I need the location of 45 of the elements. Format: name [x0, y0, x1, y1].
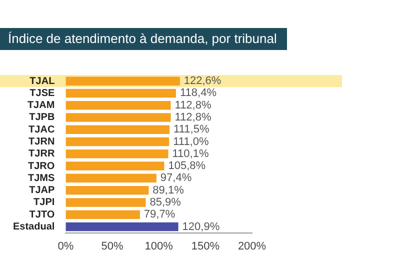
y-tick-label: TJSE [30, 88, 56, 99]
data-label: 79,7% [144, 208, 176, 221]
data-label: 122,6% [184, 75, 222, 88]
bar [66, 198, 146, 207]
y-tick-label: TJAC [28, 124, 55, 136]
bar [66, 162, 164, 170]
y-tick-label: TJAP [29, 185, 56, 196]
bar [66, 210, 140, 219]
x-tick-label: 100% [144, 240, 174, 252]
x-tick-label: 50% [101, 240, 124, 252]
x-tick-label: 0% [58, 240, 74, 252]
bar [66, 113, 171, 122]
data-label: 89,1% [152, 184, 184, 196]
x-tick-label: 150% [191, 240, 220, 252]
data-label: 110,1% [172, 148, 209, 160]
data-label: 118,4% [180, 87, 217, 100]
bar [66, 222, 178, 232]
y-tick-label: Estadual [12, 221, 55, 232]
bar [66, 100, 171, 110]
y-tick-label: TJAL [30, 76, 55, 87]
data-label: 111,0% [173, 136, 209, 148]
data-label: 105,8% [168, 160, 206, 172]
chart-title: Índice de atendimento à demanda, por tribunal [0, 28, 287, 50]
data-label: 97,4% [160, 172, 192, 184]
y-tick-label: TJMS [28, 172, 56, 184]
y-tick-label: TJPB [29, 112, 55, 124]
data-label: 85,9% [150, 196, 182, 208]
data-label: 112,8% [174, 112, 212, 124]
y-tick-label: TJRO [28, 160, 55, 172]
bar [66, 174, 156, 183]
bar [66, 88, 176, 98]
data-label: 111,5% [174, 124, 210, 136]
y-tick-label: TJAM [27, 100, 55, 112]
bar [66, 76, 180, 86]
bar [66, 137, 170, 146]
bar [66, 150, 168, 158]
data-label: 120,9% [182, 220, 220, 233]
data-label: 112,8% [174, 99, 212, 112]
bar [66, 186, 149, 195]
y-tick-label: TJRN [28, 136, 55, 148]
y-tick-label: TJTO [29, 209, 55, 220]
y-tick-label: TJRR [28, 148, 56, 160]
x-tick-label: 200% [238, 240, 266, 252]
y-tick-label: TJPI [34, 197, 55, 208]
bar [66, 125, 170, 134]
